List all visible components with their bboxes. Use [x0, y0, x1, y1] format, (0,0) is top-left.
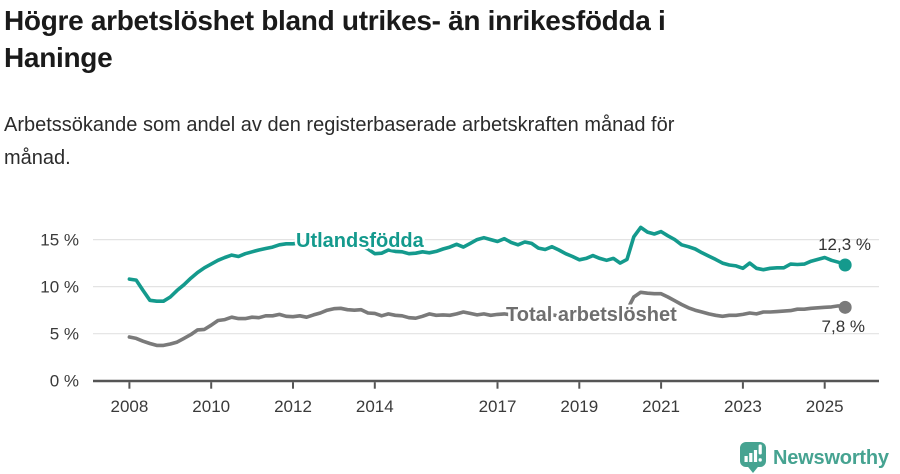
x-tick-label: 2023	[724, 397, 762, 416]
x-tick-label: 2021	[642, 397, 680, 416]
x-tick-label: 2010	[192, 397, 230, 416]
series-end-dot	[838, 258, 852, 272]
series-lines	[127, 225, 852, 348]
x-tick-label: 2014	[356, 397, 394, 416]
x-tick-label: 2012	[274, 397, 312, 416]
newsworthy-icon	[740, 442, 766, 473]
y-tick-label: 0 %	[50, 372, 79, 391]
series-label-total-arbetsloshet: Total arbetslöshet	[506, 304, 677, 326]
newsworthy-logo[interactable]: Newsworthy	[740, 442, 890, 473]
y-tick-label: 10 %	[40, 278, 79, 297]
newsworthy-wordmark: Newsworthy	[773, 447, 890, 469]
x-axis-labels: 2008 2010 2012 2014 2017 2019 2021 2023 2025	[110, 397, 843, 416]
x-tick-label: 2017	[479, 397, 517, 416]
series-line	[127, 225, 848, 304]
chart-subtitle: Arbetssökande som andel av den registerb…	[4, 114, 675, 169]
y-axis-labels: 0 % 5 % 10 % 15 %	[40, 231, 79, 391]
value-label-total-arbetsloshet: 7,8 %	[822, 317, 865, 336]
series-end-dot	[838, 300, 852, 314]
x-tick-label: 2025	[806, 397, 844, 416]
y-tick-label: 15 %	[40, 231, 79, 250]
chart-title: Högre arbetslöshet bland utrikes- än inr…	[4, 5, 666, 73]
series-label-utlandsfodda: Utlandsfödda	[296, 230, 425, 252]
series-line	[127, 290, 848, 348]
x-tick-label: 2019	[560, 397, 598, 416]
x-axis	[93, 379, 879, 389]
x-tick-label: 2008	[110, 397, 148, 416]
y-tick-label: 5 %	[50, 325, 79, 344]
gridlines	[93, 239, 879, 335]
value-label-utlandsfodda: 12,3 %	[818, 235, 871, 254]
